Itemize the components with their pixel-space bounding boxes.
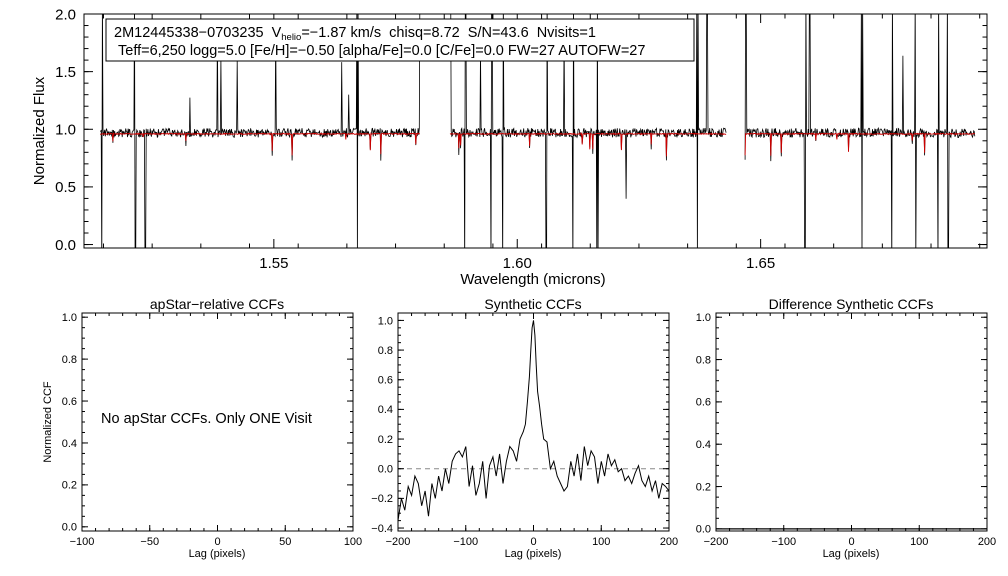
v-helio-subscript: helio [281, 32, 301, 43]
spectrum-panel: 1.55 1.60 1.65 0.0 0.5 1.0 1.5 2.0 Wavelength (… [31, 6, 988, 288]
synthetic-ccf-title: Synthetic CCFs [484, 296, 581, 312]
apstar-ccf-ytick-label: 0.0 [62, 522, 77, 534]
difference-ccf-xtick-label: 100 [910, 536, 928, 548]
info-line-2: Teff=6,250 logg=5.0 [Fe/H]=−0.50 [alpha/… [118, 43, 645, 59]
observed-spectrum-chip-3 [744, 14, 976, 248]
synthetic-ccf-ytick-label: −0.4 [371, 523, 393, 535]
difference-ccf-ytick-label: 1.0 [696, 312, 711, 324]
apstar-ccf-ytick-label: 0.8 [62, 354, 77, 366]
apstar-ccf-ylabel: Normalized CCF [42, 381, 54, 463]
spectrum-ytick-label: 0.5 [55, 179, 76, 196]
spectrum-xtick-label: 1.55 [259, 255, 288, 272]
apstar-ccf-xtick-label: −100 [70, 536, 95, 548]
difference-ccf-frame [715, 312, 988, 532]
info-line-1: 2M12445338−0703235 Vhelio=−1.87 km/s chis… [114, 25, 596, 43]
difference-ccf-xlabel: Lag (pixels) [823, 548, 880, 560]
v-helio-symbol: V [272, 25, 282, 41]
difference-ccf-title: Difference Synthetic CCFs [769, 296, 934, 312]
difference-ccf-xtick-label: 200 [978, 536, 996, 548]
info-line-1-values: =−1.87 km/s chisq=8.72 S/N=43.6 Nvisits=… [301, 25, 596, 41]
model-spectrum-chip-2 [449, 131, 727, 157]
synthetic-ccf-xtick-label: 200 [660, 536, 678, 548]
difference-ccf-ytick-label: 0.6 [696, 397, 711, 409]
synthetic-ccf-ytick-label: −0.2 [371, 493, 393, 505]
apstar-ccf-ytick-label: 0.6 [62, 396, 77, 408]
difference-ccf-panel: −200 −100 0 100 200 0.0 0.2 0.4 0.6 0.8 1.0 Differ… [696, 296, 996, 560]
difference-ccf-xtick-label: 0 [848, 536, 854, 548]
synthetic-ccf-ytick-label: 0.0 [378, 464, 393, 476]
apstar-ccf-ytick-label: 0.4 [62, 438, 77, 450]
apstar-ccf-xtick-label: −50 [140, 536, 159, 548]
apstar-ccf-ytick-label: 1.0 [62, 312, 77, 324]
apstar-ccf-xlabel: Lag (pixels) [189, 548, 246, 560]
difference-ccf-xtick-label: −200 [704, 536, 729, 548]
apstar-ccf-ytick-label: 0.2 [62, 480, 77, 492]
synthetic-ccf-xtick-label: −100 [453, 536, 478, 548]
spectrum-ytick-label: 1.0 [55, 122, 76, 139]
star-id: 2M12445338−0703235 [114, 25, 264, 41]
synthetic-ccf-ytick-label: 1.0 [378, 315, 393, 327]
synthetic-ccf-xtick-label: −200 [386, 536, 411, 548]
difference-ccf-xtick-label: −100 [771, 536, 796, 548]
no-ccf-message: No apStar CCFs. Only ONE Visit [101, 411, 312, 427]
apstar-ccf-title: apStar−relative CCFs [150, 296, 284, 312]
apstar-ccf-xtick-label: 50 [279, 536, 291, 548]
spectrum-xtick-label: 1.60 [503, 255, 532, 272]
difference-ccf-ytick-label: 0.2 [696, 481, 711, 493]
synthetic-ccf-xtick-label: 100 [592, 536, 610, 548]
apstar-ccf-panel: −100 −50 0 50 100 0.0 0.2 0.4 0.6 0.8 1.0 apStar−r… [42, 296, 362, 560]
synthetic-ccf-ytick-label: 0.4 [378, 404, 393, 416]
spectrum-ytick-label: 1.5 [55, 64, 76, 81]
difference-ccf-ytick-label: 0.4 [696, 439, 711, 451]
synthetic-ccf-ytick-label: 0.6 [378, 375, 393, 387]
synthetic-ccf-ytick-label: 0.8 [378, 345, 393, 357]
spectrum-xtick-label: 1.65 [746, 255, 775, 272]
spectrum-ytick-label: 2.0 [55, 6, 76, 23]
synthetic-ccf-frame [397, 312, 670, 532]
synthetic-ccf-xlabel: Lag (pixels) [505, 548, 562, 560]
synthetic-ccf-ytick-label: 0.2 [378, 434, 393, 446]
spectrum-lines [99, 14, 976, 248]
spectrum-xlabel: Wavelength (microns) [460, 271, 605, 288]
synthetic-ccf-xtick-label: 0 [530, 536, 536, 548]
spectrum-ytick-label: 0.0 [55, 237, 76, 254]
synthetic-ccf-line [397, 320, 670, 521]
info-box [105, 18, 695, 62]
difference-ccf-ytick-label: 0.0 [696, 524, 711, 536]
difference-ccf-ytick-label: 0.8 [696, 354, 711, 366]
synthetic-ccf-panel: −200 −100 0 100 200 −0.4 −0.2 0.0 0.2 0.4 0.6 0.8 1.… [371, 296, 678, 560]
model-spectrum-chip-1 [99, 131, 420, 156]
apstar-ccf-xtick-label: 100 [344, 536, 362, 548]
model-spectrum-chip-3 [744, 132, 976, 156]
apstar-ccf-xtick-label: 0 [214, 536, 220, 548]
spectrum-ylabel: Normalized Flux [31, 76, 48, 185]
spectrum-frame [83, 13, 988, 249]
